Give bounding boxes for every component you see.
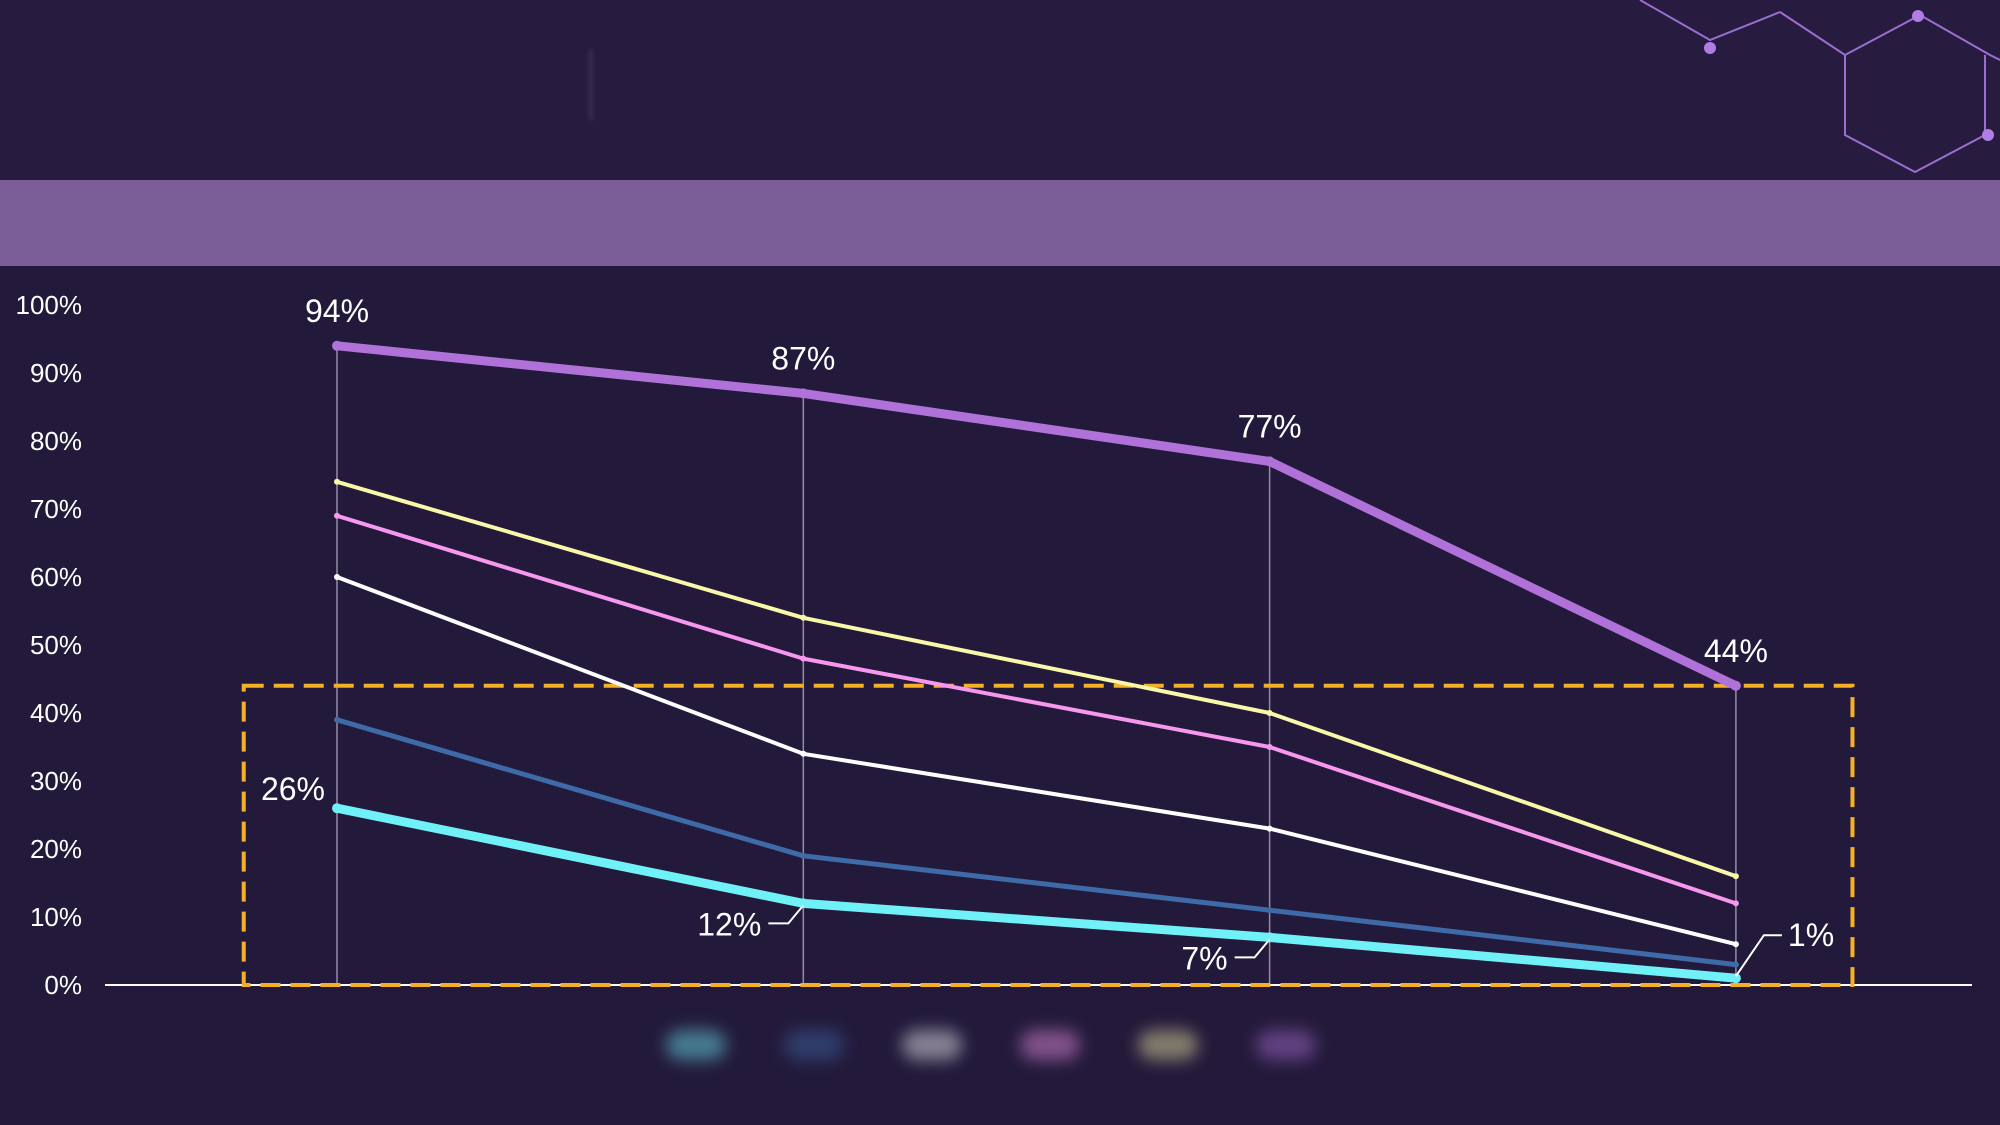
- data-label: 77%: [1238, 408, 1302, 444]
- data-label: 7%: [1181, 940, 1227, 976]
- data-point: [334, 716, 340, 723]
- legend-swatch: [902, 1030, 962, 1060]
- data-point: [800, 750, 807, 757]
- hexagon-decoration-icon: [1639, 0, 2000, 174]
- data-label: 1%: [1788, 917, 1834, 953]
- chart-legend: [180, 1000, 1820, 1090]
- data-point: [1266, 825, 1273, 832]
- y-tick-label: 90%: [30, 358, 82, 388]
- legend-item: [1138, 1030, 1216, 1060]
- label-leader-line: [1234, 938, 1271, 959]
- highlight-box: [241, 683, 1855, 987]
- data-point: [1732, 941, 1739, 948]
- y-tick-label: 30%: [30, 766, 82, 796]
- y-tick-label: 70%: [30, 494, 82, 524]
- series-line: [335, 575, 1738, 947]
- line-chart: 0% 10% 20% 30% 40% 50% 60% 70% 80% 90% 100% 94% 87% 7…: [16, 290, 1972, 1000]
- data-point: [1264, 456, 1275, 467]
- y-tick-label: 40%: [30, 698, 82, 728]
- data-label: 87%: [771, 340, 835, 376]
- legend-swatch: [784, 1030, 844, 1060]
- y-tick-label: 50%: [30, 630, 82, 660]
- label-leader-line: [768, 904, 805, 925]
- data-point: [800, 614, 807, 621]
- data-label: 94%: [305, 293, 369, 329]
- data-point: [332, 340, 342, 351]
- series-line: [335, 479, 1738, 879]
- data-point: [798, 898, 809, 909]
- data-label: 12%: [697, 906, 761, 942]
- data-label: 44%: [1704, 633, 1768, 669]
- y-tick-label: 10%: [30, 902, 82, 932]
- data-point: [1264, 932, 1275, 943]
- data-point: [334, 512, 340, 519]
- header-divider: [590, 50, 592, 120]
- data-point: [1266, 907, 1273, 914]
- label-leader-line: [1735, 934, 1782, 977]
- y-tick-label: 60%: [30, 562, 82, 592]
- series-line: [335, 513, 1738, 906]
- data-point: [1732, 900, 1739, 907]
- y-tick-label: 80%: [30, 426, 82, 456]
- y-tick-label: 100%: [16, 290, 83, 320]
- chart-header: [0, 0, 2000, 180]
- data-point: [332, 803, 342, 814]
- data-point: [1730, 973, 1741, 984]
- legend-item: [784, 1030, 862, 1060]
- data-point: [334, 574, 340, 580]
- legend-swatch: [1256, 1030, 1316, 1060]
- data-point: [800, 852, 807, 859]
- legend-item: [1020, 1030, 1098, 1060]
- subtitle-banner: [0, 180, 2000, 266]
- legend-swatch: [1020, 1030, 1080, 1060]
- legend-swatch: [1138, 1030, 1198, 1060]
- data-point: [800, 655, 807, 662]
- y-tick-label: 0%: [44, 970, 82, 1000]
- data-point: [1266, 710, 1273, 716]
- legend-item: [1256, 1030, 1334, 1060]
- data-point: [1732, 873, 1739, 880]
- data-point: [334, 478, 340, 485]
- data-label: 26%: [261, 771, 325, 807]
- y-tick-label: 20%: [30, 834, 82, 864]
- legend-item: [666, 1030, 744, 1060]
- legend-swatch: [666, 1030, 726, 1060]
- legend-item: [902, 1030, 980, 1060]
- series-line: [334, 717, 1739, 968]
- data-point: [1730, 680, 1741, 691]
- data-point: [1732, 961, 1739, 968]
- series-line: [332, 803, 1741, 983]
- data-point: [1266, 744, 1273, 750]
- series-line: [332, 341, 1741, 691]
- data-point: [798, 388, 809, 399]
